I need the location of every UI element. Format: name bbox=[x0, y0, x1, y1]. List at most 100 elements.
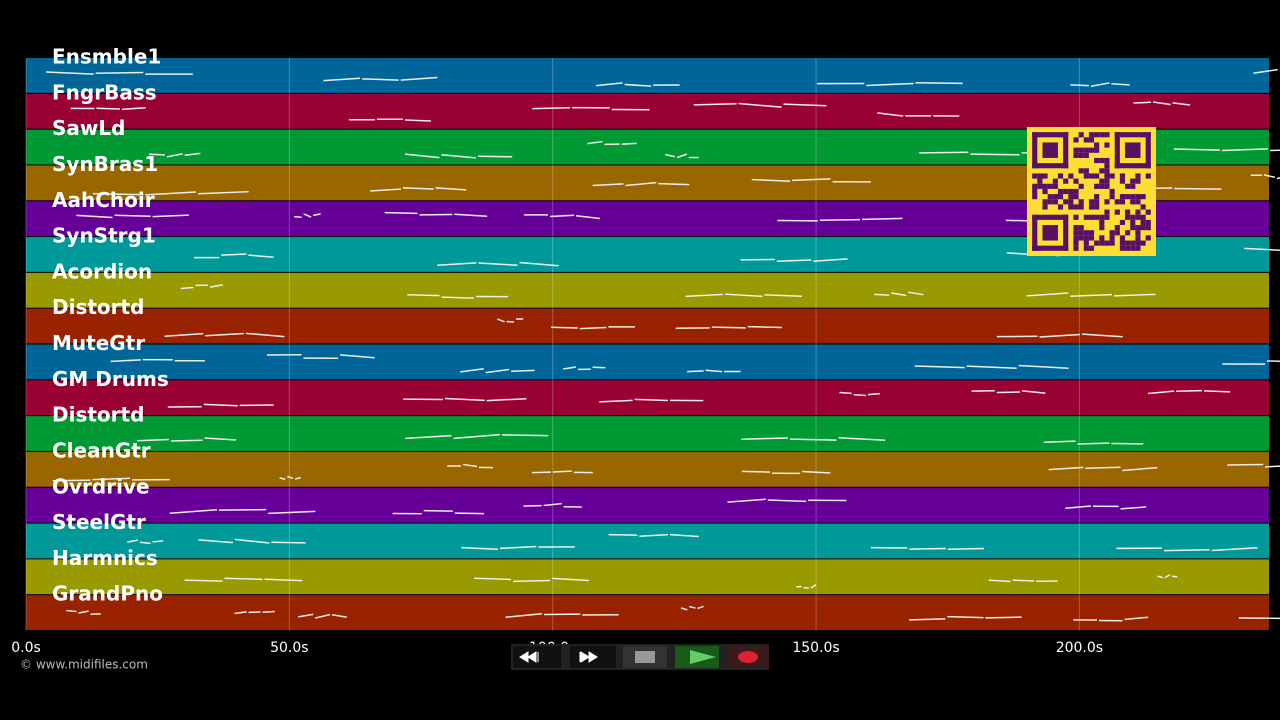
note bbox=[463, 463, 478, 468]
note bbox=[444, 397, 485, 402]
track-band bbox=[26, 58, 1269, 93]
track-band bbox=[26, 487, 1269, 523]
note bbox=[727, 498, 766, 503]
note bbox=[1253, 68, 1278, 74]
note bbox=[323, 77, 361, 82]
note bbox=[1164, 574, 1171, 579]
tick-label: 50.0s bbox=[270, 640, 308, 656]
rewind-button[interactable] bbox=[513, 646, 561, 668]
note bbox=[110, 359, 141, 363]
note bbox=[362, 78, 399, 81]
tick-label: 200.0s bbox=[1056, 640, 1103, 656]
note bbox=[697, 605, 704, 610]
note bbox=[947, 615, 984, 619]
note bbox=[764, 294, 802, 298]
note bbox=[838, 437, 886, 442]
track-label: Distortd bbox=[52, 295, 144, 319]
note bbox=[511, 369, 535, 372]
note bbox=[639, 533, 669, 538]
note bbox=[689, 605, 696, 609]
note bbox=[454, 213, 488, 218]
note bbox=[599, 399, 633, 403]
forward-button[interactable] bbox=[570, 646, 616, 668]
note bbox=[402, 187, 434, 190]
note bbox=[198, 190, 249, 195]
note bbox=[877, 112, 904, 117]
note bbox=[501, 434, 549, 437]
note bbox=[271, 541, 306, 544]
note bbox=[453, 433, 500, 440]
note bbox=[575, 215, 601, 220]
note bbox=[461, 546, 498, 550]
note bbox=[248, 254, 274, 259]
note bbox=[78, 610, 89, 614]
note bbox=[145, 191, 197, 196]
note bbox=[1174, 187, 1222, 190]
track-label: Harmnics bbox=[52, 546, 158, 570]
note bbox=[139, 541, 151, 545]
note bbox=[435, 187, 467, 191]
play-button[interactable] bbox=[675, 646, 719, 668]
note bbox=[407, 294, 440, 297]
note bbox=[1090, 82, 1110, 87]
stop-button[interactable] bbox=[623, 646, 667, 668]
tick-label: 150.0s bbox=[792, 640, 839, 656]
note bbox=[92, 192, 144, 196]
note bbox=[497, 318, 505, 323]
note bbox=[287, 475, 294, 480]
note bbox=[478, 262, 518, 267]
note bbox=[234, 538, 270, 544]
note bbox=[370, 188, 401, 192]
note bbox=[519, 261, 559, 267]
note bbox=[268, 510, 316, 515]
note bbox=[676, 153, 688, 159]
note bbox=[1157, 575, 1164, 579]
note bbox=[339, 354, 375, 359]
track-label: GM Drums bbox=[52, 367, 169, 391]
note bbox=[45, 71, 94, 75]
note bbox=[747, 325, 782, 329]
note bbox=[1111, 83, 1130, 86]
note bbox=[166, 153, 183, 158]
note bbox=[1173, 148, 1220, 151]
note bbox=[551, 326, 578, 329]
note bbox=[1122, 466, 1158, 472]
note bbox=[248, 611, 261, 614]
note bbox=[891, 292, 907, 297]
note bbox=[264, 578, 303, 582]
track-label: GrandPno bbox=[52, 582, 163, 606]
note bbox=[621, 142, 637, 145]
note bbox=[1164, 548, 1210, 552]
note bbox=[1021, 390, 1046, 394]
note bbox=[705, 369, 723, 373]
tick-label: 0.0s bbox=[11, 640, 41, 656]
note bbox=[114, 214, 151, 218]
note bbox=[121, 107, 146, 111]
note bbox=[224, 577, 263, 581]
note bbox=[1077, 442, 1110, 445]
note bbox=[1171, 575, 1178, 578]
note bbox=[1065, 505, 1092, 509]
note bbox=[184, 152, 201, 157]
note bbox=[908, 291, 924, 296]
note bbox=[819, 218, 861, 221]
note bbox=[486, 397, 527, 402]
qr-code bbox=[1027, 127, 1156, 256]
track-label: MuteGtr bbox=[52, 331, 145, 355]
note bbox=[751, 178, 791, 183]
note bbox=[552, 470, 572, 473]
note bbox=[587, 140, 603, 145]
note bbox=[96, 107, 121, 110]
note bbox=[776, 259, 812, 262]
track-band bbox=[26, 451, 1269, 487]
track-band bbox=[26, 416, 1269, 451]
record-button[interactable] bbox=[727, 646, 769, 668]
note bbox=[1070, 293, 1112, 298]
note bbox=[170, 439, 203, 442]
note bbox=[180, 286, 194, 290]
note bbox=[210, 283, 224, 288]
note bbox=[76, 214, 113, 219]
note bbox=[1221, 148, 1268, 152]
